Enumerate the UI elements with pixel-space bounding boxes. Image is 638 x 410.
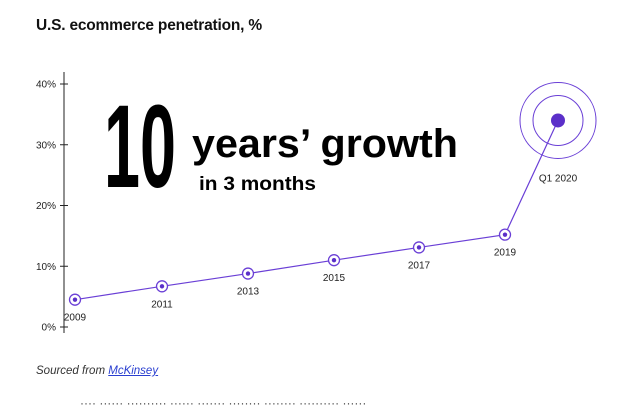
x-category-label: 2015	[323, 273, 346, 284]
data-point	[502, 232, 508, 237]
x-category-label: 2009	[64, 313, 87, 324]
highlight-ring-inner	[532, 94, 584, 146]
x-category-label: 2019	[494, 248, 517, 259]
y-axis: 0% 10% 20% 30% 40%	[36, 72, 68, 334]
x-category-label: 2011	[151, 299, 173, 310]
source-line: Sourced from McKinsey	[36, 365, 158, 377]
x-category-label: 2017	[408, 260, 431, 271]
x-category-label: 2013	[237, 287, 260, 298]
data-point	[551, 113, 565, 128]
data-point	[159, 284, 165, 289]
headline-annotation: 10 years’ growth in 3 months	[104, 81, 458, 213]
chart-title: U.S. ecommerce penetration, %	[36, 17, 262, 34]
source-prefix: Sourced from	[36, 365, 106, 377]
headline-line-2: in 3 months	[199, 174, 316, 195]
source-link[interactable]: McKinsey	[108, 365, 159, 377]
headline-line-1: years’ growth	[192, 122, 458, 166]
data-point	[331, 257, 337, 263]
data-point	[245, 271, 251, 276]
headline-big-number: 10	[104, 81, 176, 213]
y-tick-label: 0%	[42, 323, 57, 334]
y-tick-label: 20%	[36, 201, 56, 212]
y-tick-label: 30%	[36, 140, 56, 151]
clipped-body-text: ···· ······ ·········· ······ ······· ··…	[80, 396, 367, 410]
y-tick-label: 10%	[36, 262, 56, 273]
data-point	[416, 245, 422, 250]
data-point	[72, 297, 78, 302]
x-category-label: Q1 2020	[539, 173, 578, 184]
series-ecommerce: 2009 2011 2013 2015 2017 2019 Q1 2020	[64, 81, 597, 324]
highlight-ring-outer	[519, 81, 597, 159]
y-tick-label: 40%	[36, 80, 56, 91]
